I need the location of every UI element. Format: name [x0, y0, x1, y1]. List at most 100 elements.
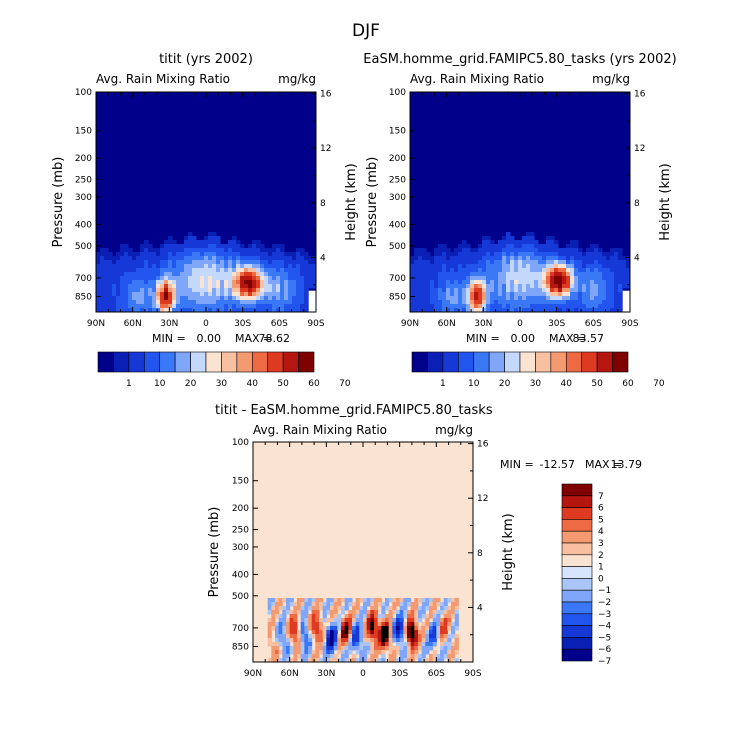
- field-cell: [470, 296, 475, 301]
- field-cell: [240, 268, 245, 273]
- field-cell: [278, 630, 283, 635]
- field-cell: [289, 634, 294, 639]
- field-cell: [293, 610, 298, 615]
- panel-2-units-label: mg/kg: [592, 72, 630, 86]
- field-cell: [534, 252, 539, 257]
- field-cell: [442, 304, 447, 309]
- field-cell: [614, 272, 619, 277]
- field-cell: [414, 268, 419, 273]
- panel-2-colorbar-label: 70: [653, 379, 665, 389]
- field-cell: [430, 304, 435, 309]
- field-cell: [594, 300, 599, 305]
- field-cell: [337, 618, 342, 623]
- field-cell: [280, 280, 285, 285]
- field-cell: [534, 288, 539, 293]
- field-cell: [289, 614, 294, 619]
- field-cell: [370, 622, 375, 627]
- field-masked-region: [622, 290, 630, 312]
- field-cell: [514, 308, 519, 313]
- field-cell: [300, 610, 305, 615]
- field-cell: [220, 300, 225, 305]
- field-cell: [602, 264, 607, 269]
- field-cell: [381, 642, 386, 647]
- field-cell: [586, 252, 591, 257]
- field-cell: [204, 264, 209, 269]
- field-cell: [164, 308, 169, 313]
- field-cell: [622, 256, 627, 261]
- field-cell: [466, 244, 471, 249]
- field-cell: [200, 260, 205, 265]
- field-cell: [148, 256, 153, 261]
- field-cell: [196, 284, 201, 289]
- panel-2-xtick-label: 90N: [401, 319, 419, 329]
- field-cell: [442, 284, 447, 289]
- field-cell: [598, 264, 603, 269]
- field-cell: [385, 634, 390, 639]
- panel-2-ylabel: Pressure (mb): [365, 157, 380, 248]
- field-cell: [333, 598, 338, 603]
- field-cell: [594, 268, 599, 273]
- field-cell: [355, 638, 360, 643]
- field-cell: [344, 654, 349, 659]
- field-cell: [300, 292, 305, 297]
- field-cell: [388, 614, 393, 619]
- field-cell: [112, 264, 117, 269]
- field-cell: [574, 268, 579, 273]
- field-cell: [176, 292, 181, 297]
- field-cell: [312, 284, 317, 289]
- field-cell: [300, 606, 305, 611]
- field-cell: [381, 654, 386, 659]
- panel-1-colorbar-swatch: [205, 351, 222, 373]
- field-cell: [289, 626, 294, 631]
- field-cell: [156, 248, 161, 253]
- field-cell: [275, 638, 280, 643]
- field-cell: [442, 272, 447, 277]
- field-cell: [252, 304, 257, 309]
- field-cell: [590, 260, 595, 265]
- field-cell: [196, 292, 201, 297]
- field-cell: [192, 260, 197, 265]
- field-cell: [462, 308, 467, 313]
- field-cell: [422, 304, 427, 309]
- field-cell: [184, 240, 189, 245]
- field-cell: [252, 240, 257, 245]
- field-cell: [140, 248, 145, 253]
- field-cell: [490, 288, 495, 293]
- field-cell: [196, 260, 201, 265]
- field-cell: [156, 296, 161, 301]
- panel-1-colorbar-swatch: [236, 351, 253, 373]
- field-cell: [180, 284, 185, 289]
- field-cell: [366, 598, 371, 603]
- field-cell: [438, 252, 443, 257]
- field-cell: [272, 268, 277, 273]
- field-cell: [518, 288, 523, 293]
- field-cell: [278, 614, 283, 619]
- field-cell: [470, 308, 475, 313]
- field-cell: [430, 264, 435, 269]
- field-cell: [275, 646, 280, 651]
- field-cell: [212, 296, 217, 301]
- field-cell: [144, 300, 149, 305]
- field-cell: [200, 248, 205, 253]
- field-cell: [212, 260, 217, 265]
- field-cell: [322, 602, 327, 607]
- field-cell: [518, 280, 523, 285]
- field-cell: [132, 260, 137, 265]
- field-cell: [148, 284, 153, 289]
- field-cell: [355, 650, 360, 655]
- field-cell: [184, 256, 189, 261]
- field-cell: [454, 300, 459, 305]
- field-cell: [224, 296, 229, 301]
- field-cell: [144, 284, 149, 289]
- field-cell: [296, 296, 301, 301]
- panel-diff-title: titit - EaSM.homme_grid.FAMIPC5.80_tasks: [215, 403, 493, 418]
- field-cell: [319, 598, 324, 603]
- panel-diff-xtick-label: 90S: [464, 669, 481, 679]
- panel-1-min-value: 0.00: [197, 332, 222, 345]
- field-cell: [590, 268, 595, 273]
- field-cell: [502, 268, 507, 273]
- field-cell: [622, 260, 627, 265]
- field-cell: [282, 638, 287, 643]
- field-cell: [614, 280, 619, 285]
- field-cell: [418, 268, 423, 273]
